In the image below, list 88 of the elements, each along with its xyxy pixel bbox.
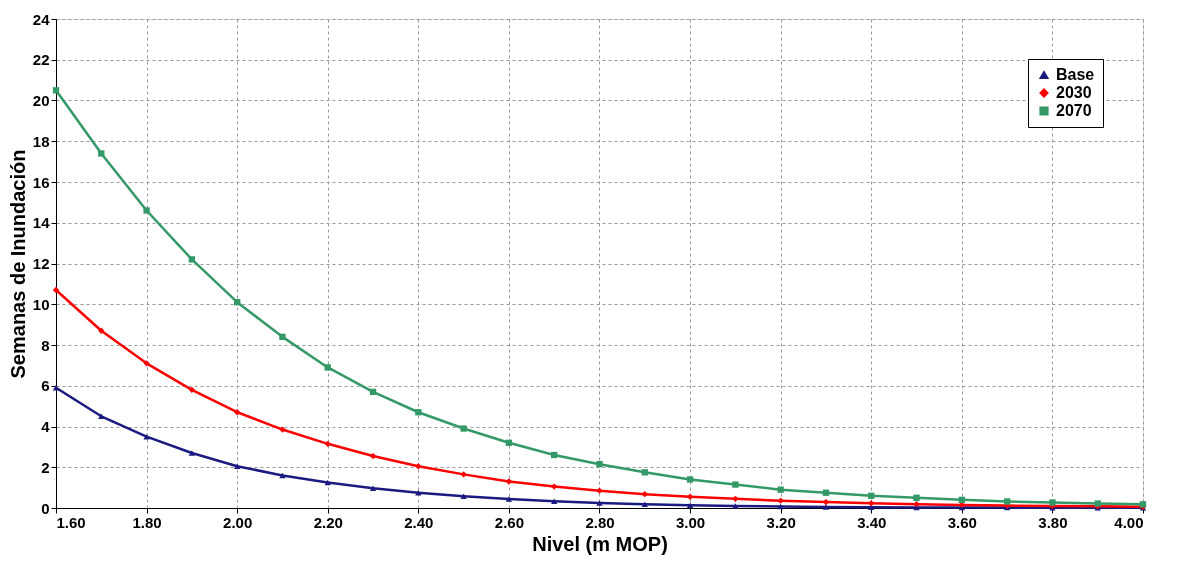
point	[1049, 499, 1056, 506]
point	[822, 504, 830, 510]
legend-label: Base	[1056, 66, 1095, 83]
point	[596, 487, 603, 494]
y-tick-label: 8	[41, 336, 50, 354]
point	[415, 409, 422, 416]
y-tick-label: 4	[41, 418, 51, 435]
point	[505, 496, 513, 502]
point	[1003, 498, 1011, 505]
point	[188, 450, 196, 456]
point	[188, 386, 196, 393]
y-tick-label: 2	[41, 458, 50, 476]
point	[234, 409, 241, 416]
x-axis-title: Nivel (m MOP)	[532, 532, 668, 555]
point	[641, 490, 648, 498]
y-tick-label: 14	[32, 214, 51, 232]
point	[415, 463, 422, 470]
point	[279, 333, 286, 341]
x-tick-label: 2.40	[404, 513, 434, 531]
point	[868, 492, 875, 499]
x-tick-label: 3.40	[857, 513, 887, 531]
y-tick-label: 10	[32, 295, 50, 313]
point	[913, 494, 920, 501]
y-tick-label: 22	[32, 51, 50, 69]
point	[551, 483, 558, 490]
point	[686, 476, 694, 483]
point	[460, 425, 467, 432]
point	[52, 385, 60, 391]
x-tick-label: 4.00	[1114, 513, 1144, 531]
x-tick-label: 3.20	[766, 513, 796, 531]
point	[596, 461, 603, 468]
point	[505, 478, 513, 485]
point	[98, 150, 105, 157]
point	[369, 485, 377, 491]
point	[188, 256, 196, 263]
point	[641, 501, 648, 508]
point	[98, 327, 105, 334]
y-axis-title: Semanas de Inundación	[6, 149, 29, 379]
point	[234, 463, 241, 469]
point	[324, 364, 331, 371]
point	[369, 452, 377, 460]
x-tick-label: 1.80	[132, 513, 162, 531]
x-tick-label: 2.60	[494, 513, 525, 531]
point	[913, 500, 920, 508]
point	[279, 426, 286, 433]
point	[143, 360, 150, 367]
point	[958, 496, 965, 504]
point	[98, 413, 105, 420]
y-tick-label: 18	[32, 132, 50, 150]
y-tick-label: 12	[32, 255, 50, 272]
point	[505, 439, 513, 446]
legend-label: 2070	[1056, 102, 1092, 119]
point	[279, 472, 286, 479]
point	[369, 388, 377, 396]
point	[52, 87, 60, 94]
point	[732, 495, 739, 502]
x-tick-label: 3.60	[947, 513, 977, 531]
point	[686, 493, 694, 500]
point	[460, 471, 467, 478]
point	[868, 500, 875, 507]
x-tick-label: 1.60	[56, 513, 86, 531]
point	[777, 497, 784, 504]
point	[52, 286, 60, 294]
point	[777, 486, 784, 493]
x-tick-label: 2.00	[223, 513, 253, 531]
point	[234, 299, 241, 306]
point	[868, 504, 875, 510]
legend-label: 2030	[1056, 84, 1092, 101]
y-tick-label: 24	[32, 10, 51, 28]
point	[686, 502, 694, 509]
x-tick-label: 2.80	[585, 513, 615, 531]
x-tick-label: 2.20	[313, 513, 343, 531]
point	[732, 503, 739, 509]
point	[460, 493, 467, 499]
point	[732, 481, 739, 488]
point	[324, 440, 331, 447]
point	[822, 489, 830, 496]
y-tick-label: 0	[41, 499, 50, 517]
x-tick-label: 3.00	[675, 513, 706, 531]
y-tick-label: 6	[41, 377, 50, 395]
x-tick-label: 3.80	[1038, 513, 1068, 531]
point	[641, 469, 648, 476]
point	[143, 207, 150, 214]
y-tick-label: 16	[32, 173, 50, 191]
point	[551, 498, 558, 505]
point	[596, 500, 603, 506]
point	[551, 451, 558, 459]
y-tick-label: 20	[32, 92, 50, 109]
